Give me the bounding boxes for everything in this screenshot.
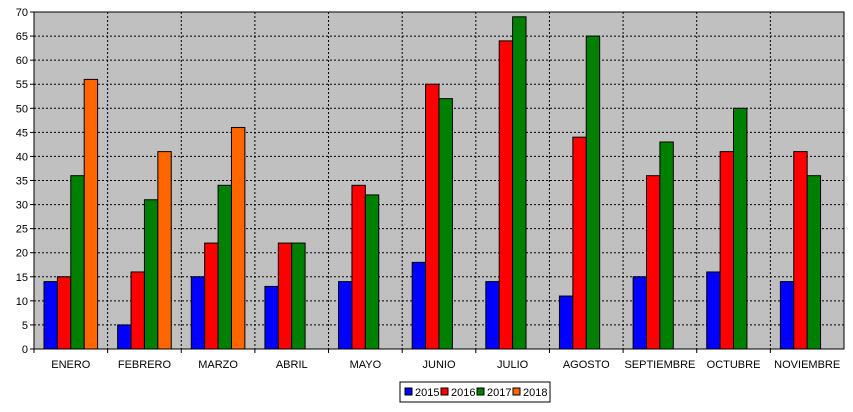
bar-2016-octubre xyxy=(719,151,735,350)
x-axis: ENERO FEBRERO MARZO ABRIL MAYO JUNIO JULIO AGOS… xyxy=(33,349,840,371)
bar-2015-junio xyxy=(411,261,427,350)
legend-label: 2018 xyxy=(523,387,547,399)
x-tick-label: FEBRERO xyxy=(118,359,172,371)
bar-2017-junio xyxy=(438,98,453,350)
legend-box xyxy=(399,381,551,403)
bar-2015-mayo xyxy=(338,281,353,350)
y-tick-label: 40 xyxy=(16,151,28,163)
x-tick-label: MARZO xyxy=(198,359,238,371)
bar-2015-julio xyxy=(485,281,500,350)
bar-2015-septiembre xyxy=(632,276,647,350)
bar-2016-abril xyxy=(277,242,293,350)
bar-2015-enero xyxy=(43,281,58,350)
x-tick-label: SEPTIEMBRE xyxy=(624,359,695,371)
y-tick-label: 45 xyxy=(16,127,28,139)
legend-swatch-2018 xyxy=(512,387,521,396)
bar-2016-septiembre xyxy=(645,175,661,350)
y-tick-label: 15 xyxy=(16,272,28,284)
bar-2016-julio xyxy=(498,40,514,350)
bar-2018-febrero xyxy=(157,151,172,350)
legend-label: 2015 xyxy=(415,387,439,399)
y-tick-label: 55 xyxy=(16,79,28,91)
bar-2017-septiembre xyxy=(659,141,674,350)
x-tick-label: OCTUBRE xyxy=(707,359,761,371)
y-tick-label: 0 xyxy=(22,344,28,356)
bar-2017-noviembre xyxy=(806,175,822,350)
y-tick-label: 70 xyxy=(16,7,28,19)
y-tick-label: 65 xyxy=(16,31,28,43)
bar-2018-marzo xyxy=(230,127,246,350)
bar-2016-mayo xyxy=(351,184,366,350)
legend-label: 2017 xyxy=(487,387,511,399)
legend-swatch-2016 xyxy=(440,387,449,396)
bar-2017-julio xyxy=(512,16,527,350)
bar-2017-agosto xyxy=(585,35,601,350)
x-tick-label: JULIO xyxy=(497,359,529,371)
bar-2016-noviembre xyxy=(793,151,808,350)
bar-2018-enero xyxy=(83,78,99,350)
bar-2016-junio xyxy=(425,83,440,350)
legend-label: 2016 xyxy=(451,387,475,399)
x-tick-label: ABRIL xyxy=(276,359,308,371)
y-tick-label: 35 xyxy=(16,176,28,188)
legend-swatch-2015 xyxy=(404,387,413,396)
bar-2017-mayo xyxy=(364,194,380,350)
x-tick-label: JUNIO xyxy=(423,359,456,371)
x-tick-label: NOVIEMBRE xyxy=(774,359,840,371)
bar-2015-febrero xyxy=(117,324,132,350)
y-tick-label: 60 xyxy=(16,55,28,67)
bar-2015-abril xyxy=(264,285,279,350)
bar-2017-octubre xyxy=(733,107,748,350)
y-tick-label: 30 xyxy=(16,200,28,212)
legend: 2015 2016 2017 2018 xyxy=(399,381,551,403)
y-axis: 0 5 10 15 20 25 30 35 40 45 50 55 60 65 70 xyxy=(16,7,34,356)
y-tick-label: 50 xyxy=(16,103,28,115)
x-tick-label: AGOSTO xyxy=(563,359,610,371)
y-tick-label: 25 xyxy=(16,224,28,236)
bar-2015-octubre xyxy=(706,271,721,350)
bar-2017-marzo xyxy=(217,184,232,350)
bar-2015-marzo xyxy=(190,276,206,350)
bar-2015-agosto xyxy=(558,295,574,350)
legend-swatch-2017 xyxy=(476,387,485,396)
bar-2016-marzo xyxy=(204,242,219,350)
bar-2017-febrero xyxy=(143,199,159,350)
bar-2015-noviembre xyxy=(779,281,795,350)
y-tick-label: 5 xyxy=(22,320,28,332)
y-tick-label: 10 xyxy=(16,296,28,308)
x-tick-label: MAYO xyxy=(350,359,382,371)
bars xyxy=(43,16,822,350)
bar-2017-enero xyxy=(70,175,85,350)
bar-2016-agosto xyxy=(572,136,587,350)
bar-2016-febrero xyxy=(130,271,145,350)
bar-2016-enero xyxy=(56,276,72,350)
y-tick-label: 20 xyxy=(16,248,28,260)
x-tick-label: ENERO xyxy=(51,359,91,371)
bar-2017-abril xyxy=(291,242,306,350)
